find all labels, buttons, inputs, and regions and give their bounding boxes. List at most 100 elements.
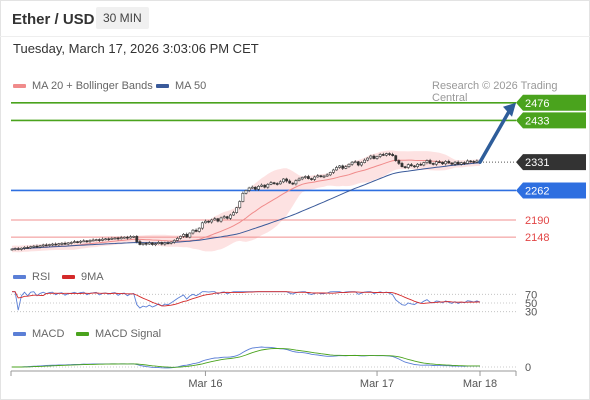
level-label-2148: 2148 (525, 232, 549, 244)
chart-title: Ether / USD (12, 11, 95, 28)
candle (175, 238, 179, 241)
candle (400, 163, 404, 167)
candle (13, 248, 17, 250)
level-label-2433: 2433 (525, 115, 549, 127)
candle (147, 242, 151, 245)
candle (409, 164, 413, 167)
current-price-tag (516, 154, 586, 171)
candle (341, 165, 345, 169)
candle (104, 238, 107, 241)
candle (413, 165, 416, 168)
candle (232, 212, 235, 216)
candle (344, 166, 348, 169)
candle (54, 243, 58, 246)
candle (288, 180, 292, 184)
candle (300, 177, 304, 180)
candle (316, 175, 320, 178)
level-tag-2476 (516, 94, 586, 111)
candle (73, 241, 76, 243)
candle (269, 182, 273, 185)
candle (163, 242, 167, 245)
candle (319, 175, 323, 177)
candle (444, 161, 448, 165)
candle (375, 156, 379, 159)
candle (447, 161, 451, 164)
candle (169, 241, 173, 244)
candle (291, 182, 295, 185)
candle (285, 178, 288, 182)
candle (97, 239, 101, 241)
candle (35, 245, 39, 248)
timestamp: Tuesday, March 17, 2026 3:03:06 PM CET (13, 41, 259, 56)
level-tag-2262 (516, 182, 586, 199)
arrow-shaft (478, 108, 512, 164)
candle (253, 186, 257, 190)
candle (23, 247, 26, 249)
legend-9ma-swatch (62, 275, 75, 279)
level-label-2262: 2262 (525, 185, 549, 197)
candle (110, 238, 114, 240)
candle (428, 160, 432, 164)
rsi-tick-70: 70 (525, 289, 537, 301)
candle (391, 154, 395, 156)
candle (172, 240, 176, 243)
candle (453, 161, 457, 165)
legend-macd-signal-label: MACD Signal (95, 328, 162, 340)
candle (216, 218, 220, 222)
candle (244, 190, 248, 194)
credit-text: Research © 2026 Trading Central (432, 80, 558, 104)
macd-panel: 0 (11, 346, 531, 374)
candle (450, 162, 454, 165)
candle (459, 162, 463, 165)
candle (250, 186, 254, 189)
candle (51, 243, 54, 246)
candle (57, 243, 61, 246)
candle (129, 236, 132, 239)
candle (38, 245, 42, 248)
rsi-tick-50: 50 (525, 298, 537, 310)
candle (422, 162, 426, 166)
rsi-ma-line (12, 291, 481, 307)
legend-macd-label: MACD (32, 328, 65, 340)
candle (275, 183, 279, 185)
candle (91, 239, 95, 242)
candle (179, 236, 182, 239)
rsi-tick-30: 30 (525, 307, 537, 319)
candle (210, 219, 214, 223)
candle (63, 242, 67, 245)
candle (303, 176, 307, 178)
candle (403, 166, 407, 168)
timeframe-badge[interactable]: 30 MIN (96, 7, 149, 29)
ma20-line (11, 159, 481, 250)
candle (331, 169, 335, 173)
candles (10, 152, 482, 251)
candle (360, 162, 363, 166)
level-label-2190: 2190 (525, 215, 549, 227)
candle (182, 233, 185, 237)
candle (116, 237, 120, 240)
candle (466, 160, 469, 164)
candle (191, 229, 195, 234)
candle (385, 153, 388, 156)
candle (469, 160, 473, 163)
candle (194, 229, 198, 232)
candle (356, 161, 360, 166)
legend-ma20-swatch (13, 84, 26, 88)
legend-ma20-label: MA 20 + Bollinger Bands (32, 80, 153, 92)
candle (126, 236, 129, 239)
candle (207, 220, 210, 223)
legend-ma50-label: MA 50 (175, 80, 207, 92)
candle (197, 227, 201, 232)
candle (425, 160, 429, 163)
header-divider (0, 36, 590, 37)
candle (278, 181, 282, 185)
candle (434, 161, 438, 165)
candle (472, 161, 476, 163)
candle (263, 184, 267, 188)
candle (235, 207, 239, 213)
candle (347, 163, 351, 167)
candle (419, 163, 423, 166)
candle (294, 180, 298, 185)
